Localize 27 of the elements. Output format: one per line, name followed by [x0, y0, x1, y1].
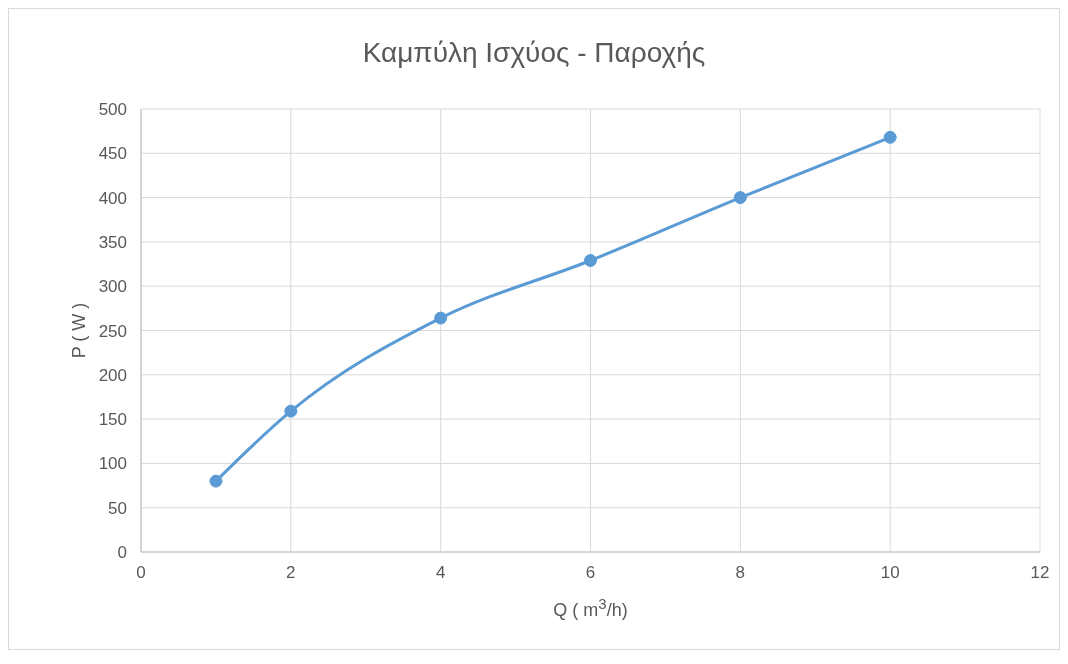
y-tick-label: 50: [108, 498, 127, 518]
point: [209, 474, 223, 488]
y-tick-label: 400: [98, 188, 127, 208]
x-tick-label: 4: [435, 563, 446, 583]
y-tick-label: 0: [117, 543, 127, 563]
y-axis-title: P ( W ): [69, 302, 90, 359]
x-tick-label: 12: [1030, 563, 1050, 583]
x-tick-label: 10: [880, 563, 900, 583]
x-axis-title: Q ( m$^{3}$/h): [552, 595, 629, 621]
y-tick-label: 500: [98, 100, 127, 120]
x-tick-label: 2: [286, 563, 296, 583]
x-tick-label: 0: [136, 563, 146, 583]
point: [883, 130, 897, 144]
y-tick-label: 350: [98, 232, 127, 252]
y-tick-label: 450: [98, 144, 127, 164]
x-tick-label: 8: [735, 563, 746, 583]
y-tick-label: 150: [98, 410, 127, 430]
chart-title: Καμπύλη Ισχύος - Παροχής: [361, 37, 707, 69]
y-tick-label: 200: [98, 365, 127, 385]
point: [733, 191, 747, 205]
point: [284, 404, 298, 418]
point: [434, 311, 448, 325]
y-tick-label: 300: [98, 277, 127, 297]
point: [584, 254, 597, 268]
y-tick-label: 100: [98, 454, 127, 474]
y-tick-label: 250: [98, 321, 127, 341]
x-tick-label: 6: [585, 563, 596, 583]
